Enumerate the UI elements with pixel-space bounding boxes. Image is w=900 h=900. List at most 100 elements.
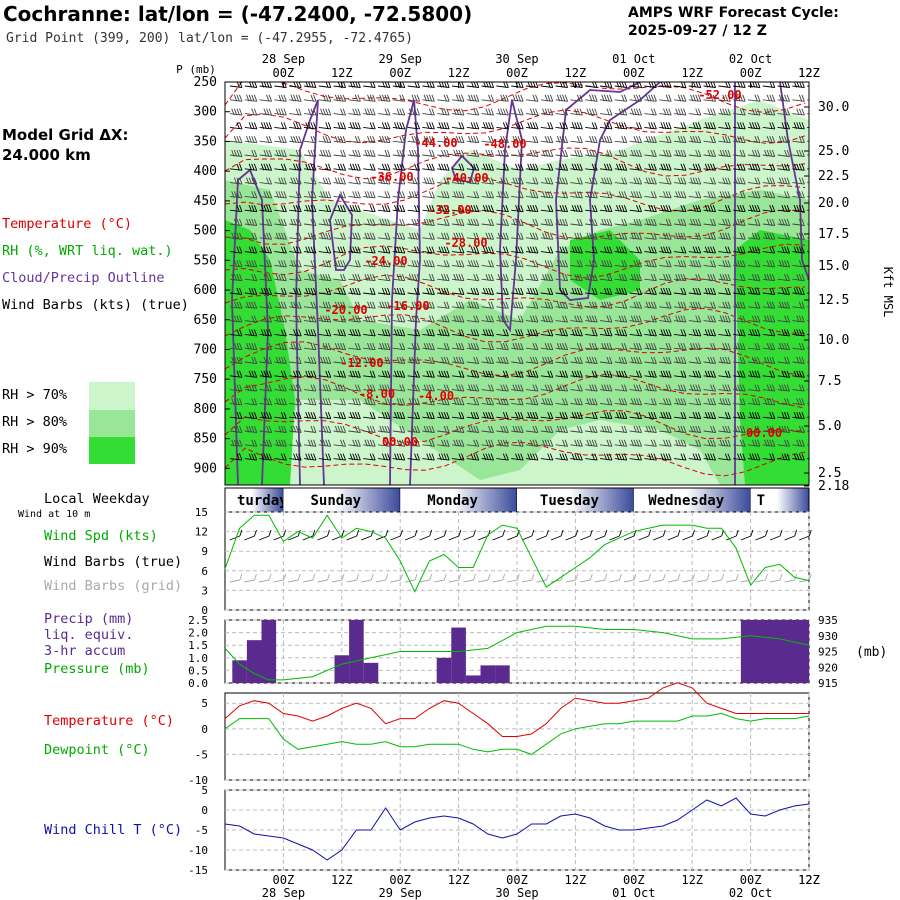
- wind-barb-flag: [399, 274, 403, 281]
- wind-barb-flag: [485, 329, 489, 337]
- wind-barb-flag: [586, 149, 590, 157]
- precip-label-3: 3-hr accum: [44, 643, 126, 659]
- wind-barb-flag: [623, 94, 628, 102]
- wind-barb-flag: [529, 287, 534, 295]
- wind-barb-flag: [517, 232, 522, 240]
- wind-barb-flag: [354, 136, 359, 143]
- wind-barb-shaft: [762, 223, 775, 226]
- y-tick-label: 5: [201, 697, 208, 710]
- wind-barb-flag: [485, 453, 489, 461]
- wind-barb-flag: [663, 315, 667, 323]
- wind-barb-flag: [754, 136, 758, 143]
- wind-barb-flag: [372, 287, 376, 295]
- wind-barb-shaft: [585, 333, 598, 337]
- wind-barb-shaft: [496, 113, 509, 116]
- wind-barb-flag: [769, 315, 773, 323]
- wind-barb-flag: [695, 191, 699, 199]
- wind-barb-shaft: [570, 264, 583, 268]
- wind-barb-shaft: [229, 458, 243, 461]
- wind-barb-flag: [520, 218, 524, 226]
- wind-barb-flag: [535, 218, 539, 226]
- wind-barb-shaft: [585, 126, 598, 130]
- wind-barb-shaft: [718, 320, 731, 323]
- wind-barb-flag: [697, 453, 702, 461]
- y-tick-label: -15: [188, 864, 208, 877]
- wind-barb-flag: [367, 191, 371, 199]
- wind-barb-flag: [645, 94, 650, 102]
- wind-barb-shaft: [511, 99, 524, 102]
- wind-barb-flag: [381, 370, 386, 378]
- wind-barb-shaft: [629, 444, 642, 447]
- wind-barb-flag: [327, 205, 332, 212]
- wind-barb-flag: [295, 108, 300, 116]
- wind-barb-flag: [532, 108, 536, 116]
- wind-barb-flag: [712, 343, 717, 350]
- wind-barb-flag: [239, 94, 243, 102]
- wind-barb-shaft: [229, 195, 243, 199]
- wind-barb-flag: [298, 274, 302, 281]
- wind-barb-flag: [764, 149, 768, 157]
- wind-barb-flag: [751, 149, 756, 157]
- wind-barb-flag: [263, 412, 267, 419]
- wind-barb-flag: [520, 315, 524, 323]
- wind-barb-flag: [384, 398, 388, 406]
- wind-barb-shaft: [718, 264, 731, 268]
- wind-barb-flag: [727, 287, 731, 295]
- wind-barb-flag: [266, 453, 270, 461]
- wind-barb-flag: [549, 287, 554, 295]
- wind-barb-shaft: [348, 209, 361, 213]
- wind-barb-flag: [769, 205, 773, 212]
- wind-barb-flag: [535, 232, 539, 240]
- pressure-unit-label: (mb): [856, 645, 887, 660]
- wind-barb-flag: [576, 191, 581, 199]
- wind-barb-shaft: [659, 209, 672, 213]
- wind-barb-shaft: [333, 402, 346, 406]
- wind-barb-shaft: [570, 99, 583, 102]
- wind-barb-flag: [233, 191, 238, 199]
- wind-barb-flag: [266, 177, 270, 185]
- wind-barb-flag: [680, 232, 684, 240]
- wind-barb-flag: [532, 149, 536, 157]
- wind-barb-flag: [268, 136, 273, 143]
- wind-barb-flag: [327, 425, 332, 433]
- wind-barb-shaft: [229, 278, 243, 282]
- wind-barb-shaft: [629, 85, 642, 88]
- wind-barb-flag: [268, 191, 273, 199]
- wind-barb-flag: [322, 274, 327, 281]
- wind-barb-shaft: [511, 264, 524, 268]
- wind-barb-flag: [387, 274, 391, 281]
- wind-barb-flag: [251, 425, 255, 433]
- wind-barb-flag: [461, 218, 465, 226]
- wind-barb-flag: [564, 149, 569, 157]
- wind-barb-flag: [648, 370, 652, 378]
- wind-barb-grid-flag: [692, 573, 695, 581]
- wind-barb-shaft: [644, 361, 657, 364]
- wind-barb-flag: [500, 177, 504, 185]
- wind-barb-shaft: [274, 306, 287, 309]
- wind-barb-flag: [401, 246, 406, 254]
- wind-barb-flag: [515, 370, 519, 378]
- wind-barb-shaft: [673, 347, 687, 351]
- wind-barb-flag: [712, 94, 717, 102]
- wind-barb-flag: [665, 163, 670, 171]
- wind-barb-shaft: [555, 430, 568, 433]
- wind-barb-flag: [650, 205, 655, 212]
- wind-barb-shaft: [762, 416, 775, 420]
- wind-barb-flag: [601, 177, 605, 185]
- wind-barb-flag: [781, 163, 785, 171]
- wind-barb-shaft: [614, 361, 627, 364]
- wind-barb-flag: [313, 274, 317, 281]
- wind-barb-flag: [636, 218, 640, 226]
- wind-barb-flag: [337, 287, 341, 295]
- wind-barb-flag: [384, 260, 388, 268]
- wind-barb-flag: [692, 177, 697, 185]
- wind-barb-flag: [796, 329, 800, 337]
- wind-barb-shaft: [540, 168, 553, 171]
- wind-barb-flag: [606, 287, 610, 295]
- wind-barb-flag: [455, 260, 460, 268]
- wind-barb-flag: [591, 274, 596, 281]
- isotherm-label: -36.00: [370, 170, 413, 184]
- wind-barb-flag: [712, 177, 717, 185]
- temperature-line: [224, 682, 809, 737]
- wind-barb-flag: [710, 191, 714, 199]
